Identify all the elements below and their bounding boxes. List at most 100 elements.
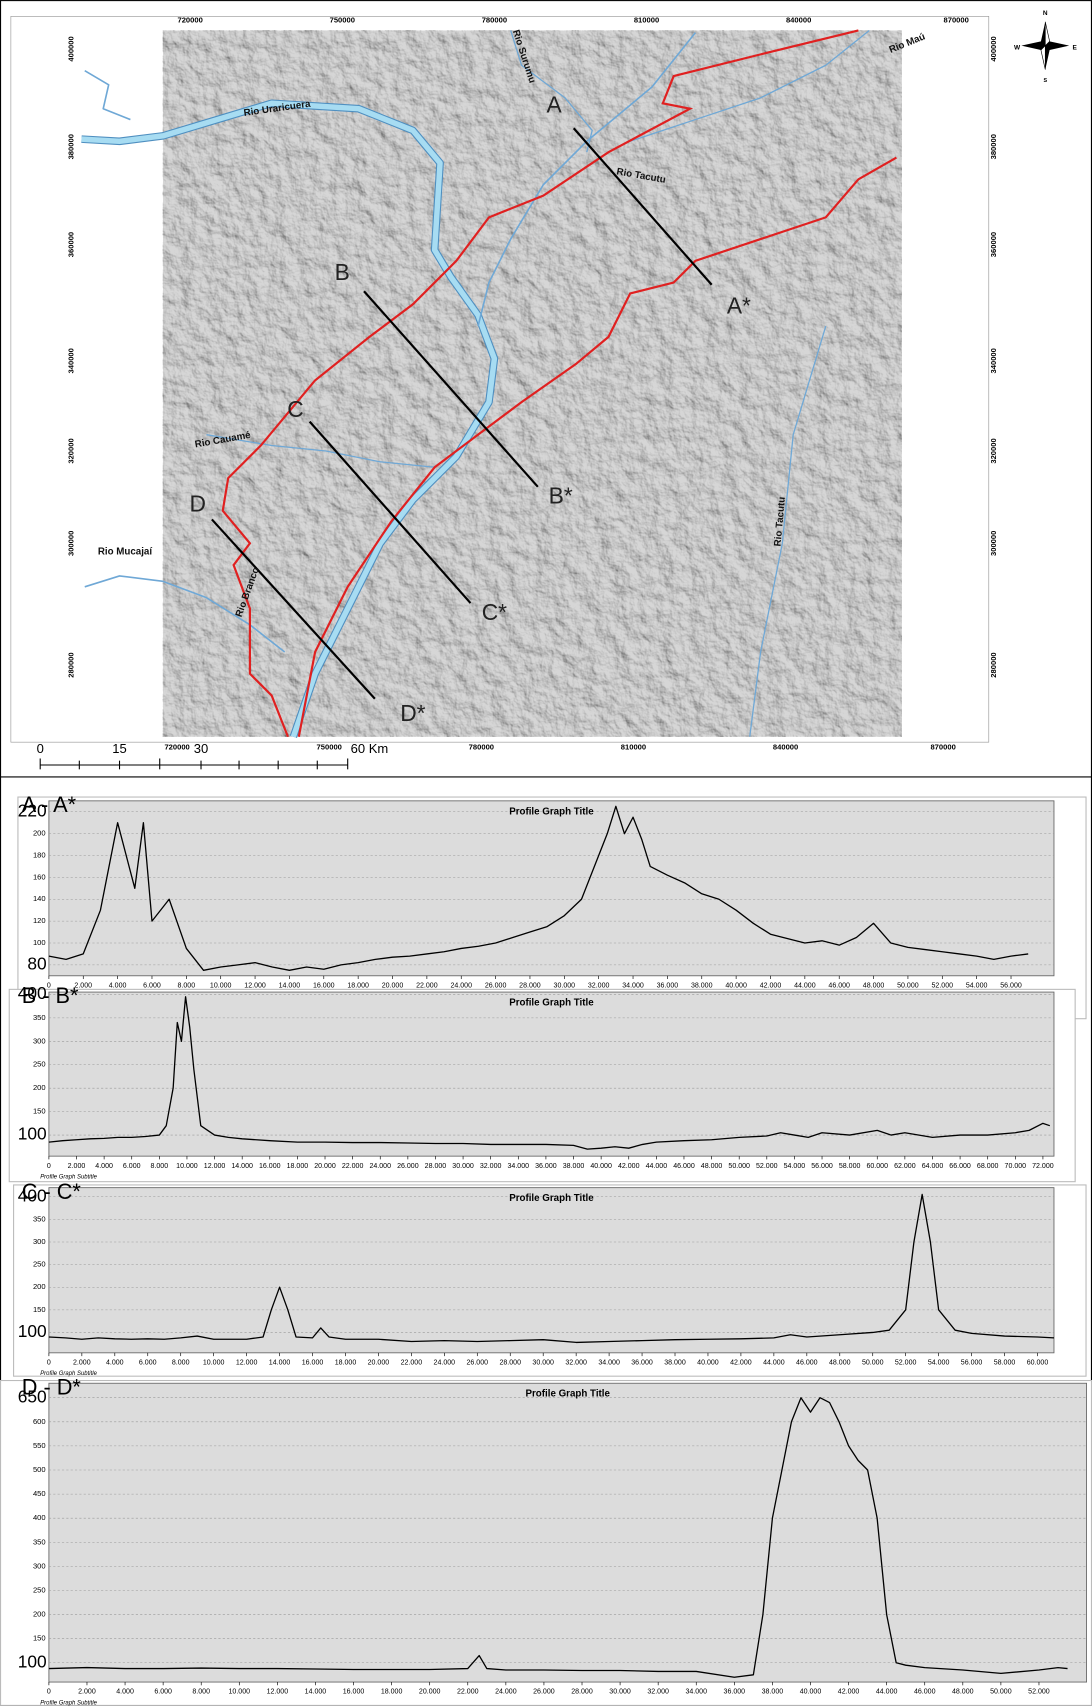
x-tick-label: 46.000 <box>914 1689 936 1696</box>
x-tick-label: 36.000 <box>724 1689 746 1696</box>
profile-label: C <box>287 396 303 422</box>
x-tick-label: 18.000 <box>347 982 369 989</box>
x-tick-label: 6.000 <box>154 1689 172 1696</box>
x-tick-label: 16.000 <box>313 982 335 989</box>
map-y-coord: 380000 <box>989 134 998 159</box>
profile-label: A <box>547 92 563 118</box>
x-tick-label: 56.000 <box>961 1359 983 1366</box>
x-tick-label: 68.000 <box>977 1163 999 1170</box>
x-tick-label: 32.000 <box>647 1689 669 1696</box>
y-tick-label: 200 <box>33 1610 46 1619</box>
x-tick-label: 14.000 <box>231 1163 253 1170</box>
x-tick-label: 16.000 <box>259 1163 281 1170</box>
x-tick-label: 24.000 <box>434 1359 456 1366</box>
x-tick-label: 38.000 <box>691 982 713 989</box>
scale-label: 15 <box>112 741 126 756</box>
x-tick-label: 10.000 <box>229 1689 251 1696</box>
x-tick-label: 4.000 <box>109 982 127 989</box>
x-tick-label: 10.000 <box>176 1163 198 1170</box>
map-x-coord: 810000 <box>621 743 646 752</box>
x-tick-label: 26.000 <box>467 1359 489 1366</box>
x-tick-label: 36.000 <box>657 982 679 989</box>
map-y-coord: 320000 <box>989 438 998 463</box>
x-tick-label: 56.000 <box>1000 982 1022 989</box>
x-tick-label: 44.000 <box>794 982 816 989</box>
x-tick-label: 20.000 <box>382 982 404 989</box>
y-range-label: 80 <box>27 953 46 973</box>
river-label: Rio Mucajaí <box>98 547 153 558</box>
map-y-coord: 300000 <box>989 531 998 556</box>
x-tick-label: 12.000 <box>267 1689 289 1696</box>
x-tick-label: 24.000 <box>450 982 472 989</box>
x-tick-label: 2.000 <box>78 1689 96 1696</box>
x-tick-label: 56.000 <box>811 1163 833 1170</box>
x-tick-label: 44.000 <box>646 1163 668 1170</box>
y-tick-label: 350 <box>33 1214 46 1223</box>
x-tick-label: 52.000 <box>932 982 954 989</box>
chart-label: A - A* <box>22 792 77 817</box>
scale-label: 60 Km <box>351 741 389 756</box>
x-tick-label: 42.000 <box>838 1689 860 1696</box>
x-tick-label: 46.000 <box>828 982 850 989</box>
x-tick-label: 12.000 <box>236 1359 258 1366</box>
map-x-coord: 720000 <box>177 16 202 25</box>
x-tick-label: 52.000 <box>756 1163 778 1170</box>
y-tick-label: 250 <box>33 1585 46 1594</box>
x-tick-label: 70.000 <box>1005 1163 1027 1170</box>
y-tick-label: 450 <box>33 1489 46 1498</box>
profile-label: C* <box>482 599 507 625</box>
y-tick-label: 150 <box>33 1107 46 1116</box>
x-tick-label: 4.000 <box>95 1163 113 1170</box>
x-tick-label: 64.000 <box>922 1163 944 1170</box>
y-range-label: 100 <box>18 1651 47 1671</box>
profile-label: A* <box>727 293 751 319</box>
y-tick-label: 350 <box>33 1013 46 1022</box>
x-tick-label: 22.000 <box>342 1163 364 1170</box>
x-tick-label: 32.000 <box>565 1359 587 1366</box>
x-tick-label: 42.000 <box>760 982 782 989</box>
map-y-coord: 280000 <box>67 652 76 677</box>
x-tick-label: 34.000 <box>508 1163 530 1170</box>
x-tick-label: 18.000 <box>335 1359 357 1366</box>
x-tick-label: 22.000 <box>401 1359 423 1366</box>
x-tick-label: 32.000 <box>480 1163 502 1170</box>
x-tick-label: 26.000 <box>533 1689 555 1696</box>
map-y-coord: 280000 <box>989 652 998 677</box>
x-tick-label: 52.000 <box>895 1359 917 1366</box>
x-tick-label: 48.000 <box>701 1163 723 1170</box>
x-tick-label: 4.000 <box>116 1689 134 1696</box>
plot-area <box>49 1383 1087 1682</box>
page: 7200007200007500007500007800007800008100… <box>0 0 1092 1706</box>
scale-label: 0 <box>37 741 44 756</box>
profile-label: B* <box>549 483 573 509</box>
x-tick-label: 10.000 <box>203 1359 225 1366</box>
x-tick-label: 34.000 <box>598 1359 620 1366</box>
y-tick-label: 400 <box>33 1513 46 1522</box>
x-tick-label: 8.000 <box>178 982 196 989</box>
map-x-coord: 780000 <box>469 743 494 752</box>
x-tick-label: 42.000 <box>618 1163 640 1170</box>
x-tick-label: 0 <box>47 1689 51 1696</box>
chart-title: Profile Graph Title <box>509 1193 594 1204</box>
x-tick-label: 62.000 <box>894 1163 916 1170</box>
y-range-label: 100 <box>18 1321 47 1341</box>
map-x-coord: 870000 <box>944 16 969 25</box>
x-tick-label: 34.000 <box>622 982 644 989</box>
x-tick-label: 12.000 <box>204 1163 226 1170</box>
map-y-coord: 400000 <box>67 36 76 61</box>
x-tick-label: 28.000 <box>499 1359 521 1366</box>
x-tick-label: 24.000 <box>369 1163 391 1170</box>
chart-label: C - C* <box>22 1179 82 1204</box>
x-tick-label: 6.000 <box>123 1163 141 1170</box>
x-tick-label: 50.000 <box>897 982 919 989</box>
x-tick-label: 30.000 <box>609 1689 631 1696</box>
x-tick-label: 22.000 <box>457 1689 479 1696</box>
x-tick-label: 32.000 <box>588 982 610 989</box>
x-tick-label: 20.000 <box>314 1163 336 1170</box>
x-tick-label: 26.000 <box>485 982 507 989</box>
chart-title: Profile Graph Title <box>509 998 594 1009</box>
map-x-coord: 720000 <box>164 743 189 752</box>
x-tick-label: 40.000 <box>590 1163 612 1170</box>
x-tick-label: 30.000 <box>554 982 576 989</box>
plot-area <box>49 801 1054 976</box>
